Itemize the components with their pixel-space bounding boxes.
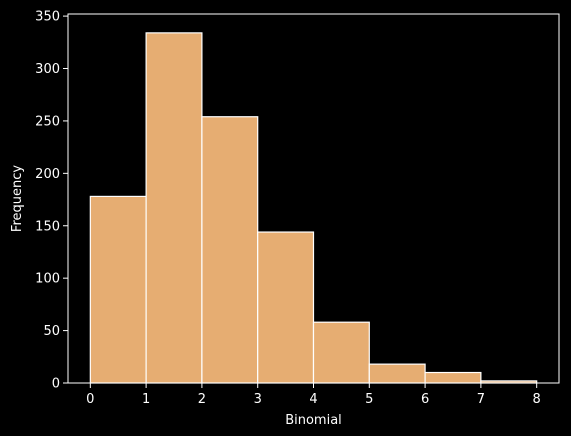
x-tick-label: 1 (142, 392, 150, 407)
x-tick-label: 6 (421, 392, 429, 407)
x-tick-label: 3 (254, 392, 262, 407)
axes-frame (67, 13, 560, 384)
y-tick-label: 50 (43, 324, 60, 339)
x-tick-label: 5 (365, 392, 373, 407)
x-tick-label: 4 (309, 392, 317, 407)
ticks-layer: 0 1 2 3 4 5 6 7 8 0 50 100 150 200 250 300 350 (35, 10, 541, 407)
histogram-bar (201, 116, 259, 384)
y-tick-label: 100 (35, 272, 60, 287)
y-tick-label: 250 (35, 114, 60, 129)
histogram-bar (424, 371, 482, 384)
y-tick-label: 150 (35, 219, 60, 234)
x-tick-label: 2 (198, 392, 206, 407)
x-tick-label: 7 (477, 392, 485, 407)
histogram-bar (257, 231, 315, 384)
histogram-bar (368, 363, 426, 384)
y-tick-label: 300 (35, 62, 60, 77)
x-tick-label: 8 (533, 392, 541, 407)
x-tick-label: 0 (86, 392, 94, 407)
y-tick-label: 350 (35, 10, 60, 25)
y-axis-label: Frequency (10, 165, 25, 232)
y-tick-label: 200 (35, 167, 60, 182)
histogram-bar (145, 32, 203, 384)
histogram-bar (89, 195, 147, 384)
bars-layer (89, 32, 538, 384)
y-tick-label: 0 (52, 377, 60, 392)
x-axis-label: Binomial (285, 413, 342, 428)
histogram-bar (312, 321, 370, 384)
